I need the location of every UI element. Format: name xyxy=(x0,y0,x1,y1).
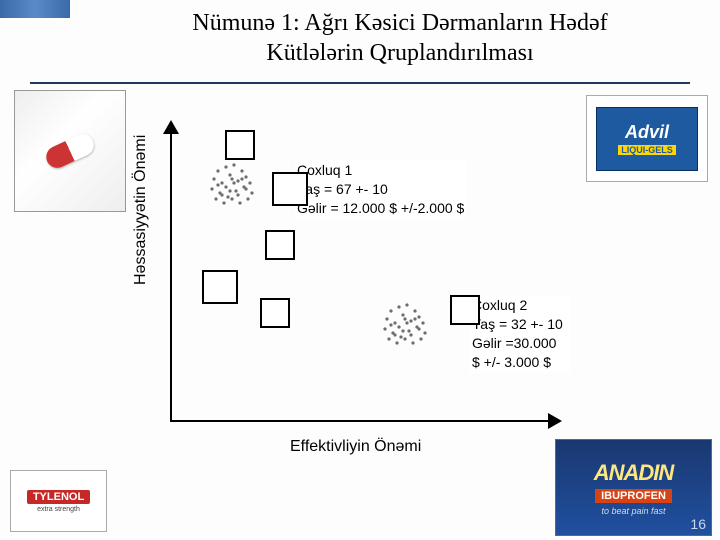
outlier-box xyxy=(265,230,295,260)
image-tylenol-box: TYLENOL extra strength xyxy=(10,470,107,532)
y-axis-label: Həssasiyyətin Önəmi xyxy=(132,135,150,285)
scatter-chart: Həssasiyyətin Önəmi Effektivliyin Önəmi … xyxy=(150,130,570,460)
outlier-box xyxy=(450,295,480,325)
cluster-2-age: Yaş = 32 +- 10 xyxy=(472,316,563,332)
slide-number: 16 xyxy=(690,516,706,532)
outlier-box xyxy=(225,130,255,160)
anadin-tagline-label: to beat pain fast xyxy=(601,506,665,516)
image-advil-box: Advil LIQUI-GELS xyxy=(586,95,708,182)
outlier-box xyxy=(202,270,238,304)
image-capsules xyxy=(14,90,126,212)
cluster-2-name: Çoxluq 2 xyxy=(472,297,527,313)
anadin-brand-label: ANADIN xyxy=(594,460,674,486)
advil-variant-label: LIQUI-GELS xyxy=(618,145,676,155)
cluster-2-annotation: Çoxluq 2 Yaş = 32 +- 10 Gəlir =30.000 $ … xyxy=(470,295,570,373)
title-separator xyxy=(30,82,690,84)
tylenol-brand-label: TYLENOL xyxy=(27,490,90,504)
outlier-box xyxy=(260,298,290,328)
advil-brand-label: Advil xyxy=(625,122,669,143)
tylenol-variant-label: extra strength xyxy=(37,506,80,513)
slide-corner-accent xyxy=(0,0,73,21)
cluster-2-income: Gəlir =30.000 $ +/- 3.000 $ xyxy=(472,335,556,370)
image-anadin-box: ANADIN IBUPROFEN to beat pain fast xyxy=(555,439,712,536)
slide-title: Nümunə 1: Ağrı Kəsici Dərmanların Hədəf … xyxy=(160,8,640,68)
outlier-box xyxy=(272,172,308,206)
anadin-variant-label: IBUPROFEN xyxy=(595,489,672,503)
